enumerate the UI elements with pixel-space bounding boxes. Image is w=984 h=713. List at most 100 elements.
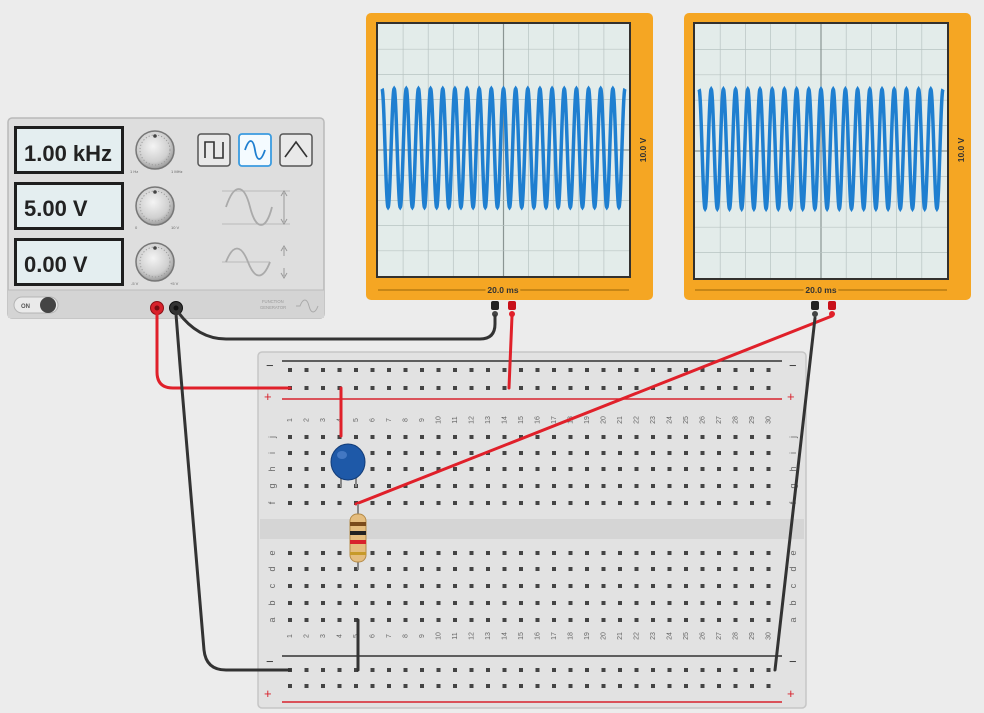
breadboard-hole[interactable] bbox=[568, 584, 573, 588]
breadboard-hole[interactable] bbox=[420, 435, 424, 439]
breadboard-hole[interactable] bbox=[502, 467, 507, 471]
breadboard-hole[interactable] bbox=[585, 451, 589, 455]
breadboard-hole[interactable] bbox=[717, 684, 721, 688]
breadboard-hole[interactable] bbox=[667, 501, 672, 505]
breadboard-hole[interactable] bbox=[717, 618, 721, 622]
breadboard-hole[interactable] bbox=[288, 368, 292, 372]
breadboard-hole[interactable] bbox=[766, 551, 771, 555]
breadboard-hole[interactable] bbox=[321, 668, 325, 672]
breadboard-hole[interactable] bbox=[535, 567, 540, 571]
breadboard-hole[interactable] bbox=[354, 584, 358, 588]
breadboard-hole[interactable] bbox=[288, 684, 292, 688]
breadboard-hole[interactable] bbox=[717, 467, 721, 471]
breadboard-hole[interactable] bbox=[535, 435, 540, 439]
breadboard-hole[interactable] bbox=[519, 618, 523, 622]
breadboard-hole[interactable] bbox=[601, 484, 606, 488]
breadboard-hole[interactable] bbox=[469, 484, 474, 488]
breadboard-hole[interactable] bbox=[321, 584, 325, 588]
breadboard-hole[interactable] bbox=[552, 435, 556, 439]
wire-generator-positive[interactable] bbox=[155, 312, 292, 390]
breadboard-hole[interactable] bbox=[502, 435, 507, 439]
breadboard-hole[interactable] bbox=[634, 451, 639, 455]
breadboard-hole[interactable] bbox=[436, 484, 441, 488]
breadboard-hole[interactable] bbox=[469, 435, 474, 439]
breadboard-hole[interactable] bbox=[453, 684, 457, 688]
breadboard-hole[interactable] bbox=[733, 386, 738, 390]
breadboard-hole[interactable] bbox=[469, 386, 474, 390]
breadboard-hole[interactable] bbox=[519, 501, 523, 505]
breadboard-hole[interactable] bbox=[601, 368, 606, 372]
breadboard-hole[interactable] bbox=[403, 567, 408, 571]
breadboard-hole[interactable] bbox=[486, 584, 490, 588]
wire-scope-1-positive[interactable] bbox=[507, 314, 514, 390]
breadboard-hole[interactable] bbox=[667, 668, 672, 672]
breadboard-hole[interactable] bbox=[618, 484, 622, 488]
breadboard-hole[interactable] bbox=[684, 386, 688, 390]
breadboard-hole[interactable] bbox=[585, 684, 589, 688]
breadboard-hole[interactable] bbox=[717, 484, 721, 488]
breadboard-hole[interactable] bbox=[618, 601, 622, 605]
breadboard-hole[interactable] bbox=[469, 551, 474, 555]
breadboard-hole[interactable] bbox=[601, 386, 606, 390]
breadboard-hole[interactable] bbox=[750, 435, 754, 439]
breadboard-hole[interactable] bbox=[354, 684, 358, 688]
breadboard-hole[interactable] bbox=[700, 435, 705, 439]
breadboard-hole[interactable] bbox=[634, 501, 639, 505]
breadboard-hole[interactable] bbox=[321, 435, 325, 439]
breadboard-hole[interactable] bbox=[634, 435, 639, 439]
breadboard-hole[interactable] bbox=[370, 501, 375, 505]
scope-2-probe-negative[interactable] bbox=[811, 301, 819, 317]
frequency-knob[interactable]: 1 Hz 1 MHz bbox=[130, 130, 183, 174]
amplitude-knob[interactable]: 0 10 V bbox=[135, 186, 180, 230]
breadboard-hole[interactable] bbox=[519, 551, 523, 555]
breadboard-hole[interactable] bbox=[502, 567, 507, 571]
resistor[interactable] bbox=[349, 504, 367, 570]
breadboard-hole[interactable] bbox=[486, 601, 490, 605]
breadboard-hole[interactable] bbox=[766, 601, 771, 605]
breadboard-hole[interactable] bbox=[370, 668, 375, 672]
breadboard-hole[interactable] bbox=[486, 501, 490, 505]
breadboard-hole[interactable] bbox=[552, 368, 556, 372]
breadboard-hole[interactable] bbox=[601, 467, 606, 471]
breadboard-hole[interactable] bbox=[403, 668, 408, 672]
breadboard-hole[interactable] bbox=[321, 618, 325, 622]
breadboard-hole[interactable] bbox=[700, 368, 705, 372]
breadboard-hole[interactable] bbox=[453, 567, 457, 571]
breadboard-hole[interactable] bbox=[601, 435, 606, 439]
breadboard-hole[interactable] bbox=[585, 368, 589, 372]
breadboard-hole[interactable] bbox=[733, 601, 738, 605]
breadboard-hole[interactable] bbox=[403, 601, 408, 605]
breadboard-hole[interactable] bbox=[684, 618, 688, 622]
breadboard-hole[interactable] bbox=[552, 451, 556, 455]
breadboard-hole[interactable] bbox=[634, 386, 639, 390]
breadboard-hole[interactable] bbox=[717, 368, 721, 372]
breadboard-hole[interactable] bbox=[288, 567, 292, 571]
function-generator[interactable]: 1.00 kHz 5.00 V 0.00 V 1 Hz 1 MHz 0 10 V bbox=[7, 117, 325, 319]
breadboard-hole[interactable] bbox=[370, 451, 375, 455]
breadboard-hole[interactable] bbox=[766, 435, 771, 439]
breadboard-hole[interactable] bbox=[535, 618, 540, 622]
breadboard-hole[interactable] bbox=[420, 368, 424, 372]
breadboard-hole[interactable] bbox=[585, 484, 589, 488]
scope-1-probe-positive[interactable] bbox=[508, 301, 516, 317]
breadboard-hole[interactable] bbox=[634, 467, 639, 471]
breadboard-hole[interactable] bbox=[568, 668, 573, 672]
breadboard-hole[interactable] bbox=[304, 368, 309, 372]
breadboard-hole[interactable] bbox=[502, 386, 507, 390]
generator-positive-terminal[interactable] bbox=[150, 301, 164, 315]
breadboard-hole[interactable] bbox=[370, 435, 375, 439]
breadboard-hole[interactable] bbox=[387, 451, 391, 455]
breadboard-hole[interactable] bbox=[684, 451, 688, 455]
breadboard-hole[interactable] bbox=[502, 451, 507, 455]
breadboard-hole[interactable] bbox=[420, 484, 424, 488]
breadboard-hole[interactable] bbox=[585, 386, 589, 390]
breadboard-hole[interactable] bbox=[453, 386, 457, 390]
breadboard-hole[interactable] bbox=[420, 584, 424, 588]
breadboard-hole[interactable] bbox=[387, 501, 391, 505]
breadboard-hole[interactable] bbox=[387, 618, 391, 622]
breadboard-hole[interactable] bbox=[288, 451, 292, 455]
breadboard-hole[interactable] bbox=[700, 451, 705, 455]
breadboard-hole[interactable] bbox=[486, 386, 490, 390]
breadboard-hole[interactable] bbox=[403, 467, 408, 471]
